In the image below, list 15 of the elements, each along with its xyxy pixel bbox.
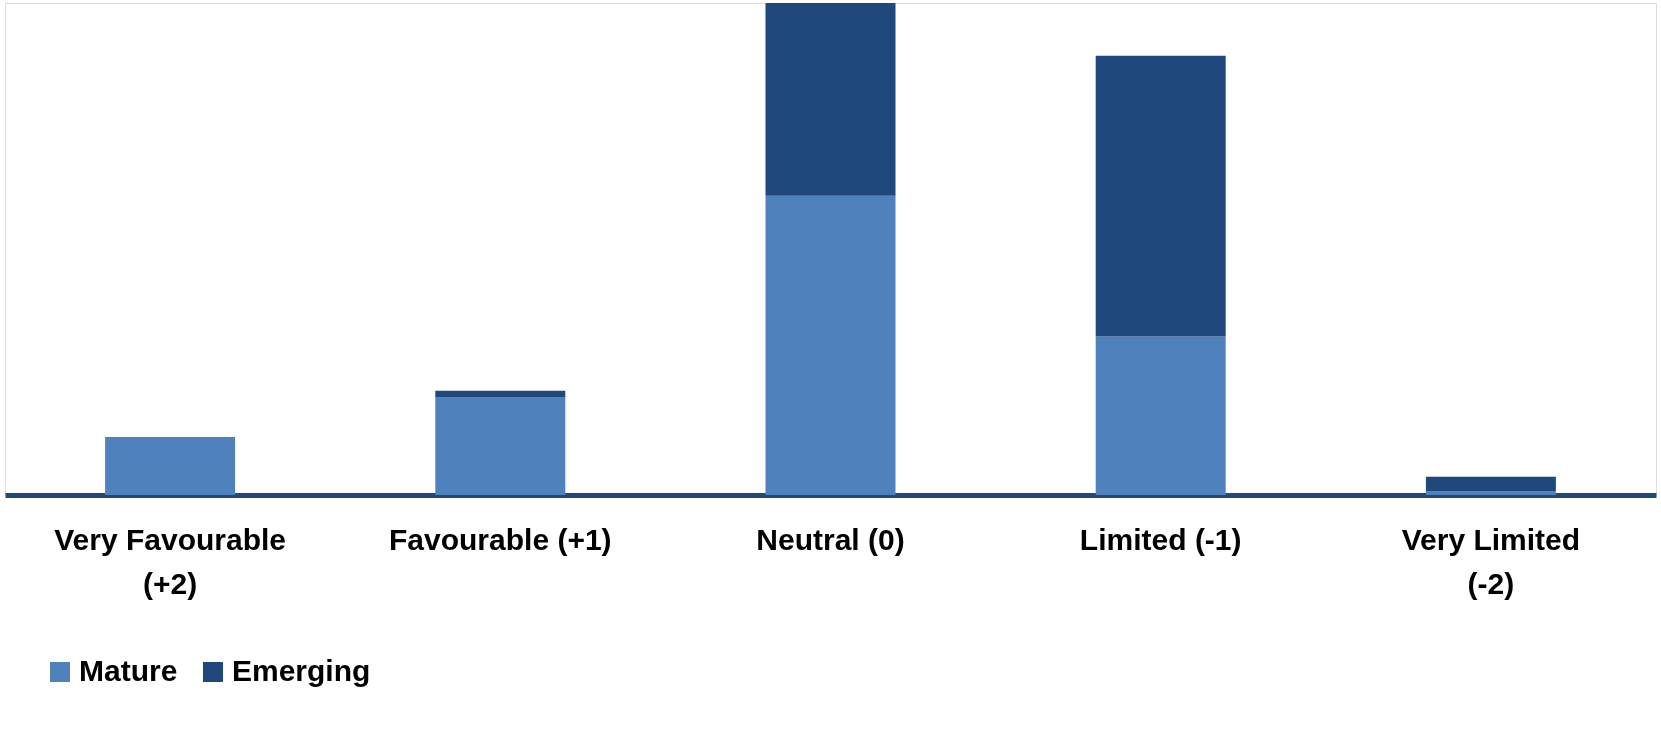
x-tick-label: Very Limited (-2) — [1401, 522, 1581, 600]
bar — [105, 436, 236, 495]
legend-label: Emerging — [232, 654, 371, 687]
x-tick-label: Limited (-1) — [1079, 522, 1242, 556]
bar — [435, 397, 566, 495]
bar — [765, 195, 896, 495]
x-tick-label: Very Favourable (+2) — [54, 522, 286, 600]
bar — [435, 390, 566, 398]
x-tick-label: Neutral (0) — [756, 522, 905, 556]
bar — [1095, 55, 1226, 337]
x-tick-label: Favourable (+1) — [389, 522, 612, 556]
bar — [765, 3, 896, 196]
bar — [1425, 476, 1556, 492]
legend-label: Mature — [79, 654, 178, 687]
bar — [1095, 336, 1226, 495]
